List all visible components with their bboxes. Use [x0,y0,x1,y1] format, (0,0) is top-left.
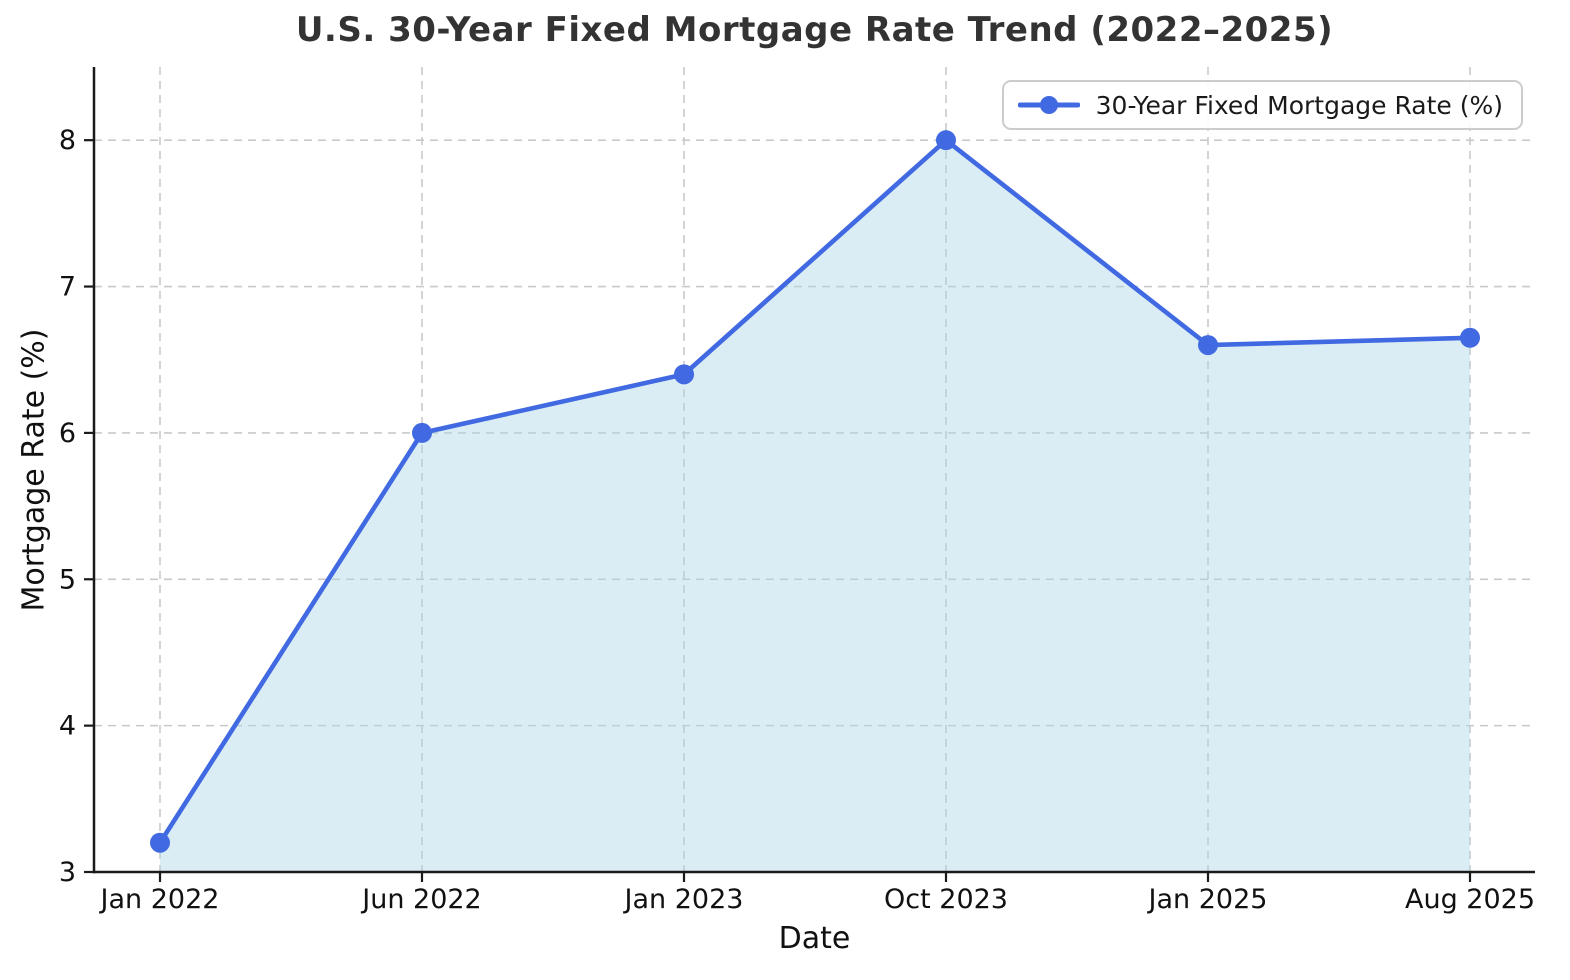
y-tick-label: 8 [59,125,76,156]
legend-label: 30-Year Fixed Mortgage Rate (%) [1095,90,1503,120]
y-tick-label: 4 [59,711,76,742]
data-point-marker [1460,327,1480,348]
y-tick-label: 3 [59,857,76,888]
x-axis-label: Date [778,921,851,956]
x-tick-label: Jan 2022 [99,884,220,915]
data-point-marker [1198,335,1218,356]
area-fill [160,140,1470,872]
x-tick-label: Jan 2025 [1147,884,1268,915]
data-line [157,137,1473,846]
y-tick-label: 5 [59,564,76,595]
data-point-marker [150,832,170,853]
y-axis-label: Mortgage Rate (%) [16,328,52,612]
y-tick-label: 6 [59,418,76,449]
x-tick-label: Aug 2025 [1405,884,1535,915]
x-tick-label: Oct 2023 [884,884,1008,915]
x-tick-label: Jun 2022 [360,884,481,915]
y-tick-label: 7 [59,272,76,303]
legend-line-marker-icon [1017,96,1080,114]
x-tick-label: Jan 2023 [623,884,744,915]
chart-title: U.S. 30-Year Fixed Mortgage Rate Trend (… [295,10,1334,50]
data-point-marker [936,130,956,151]
data-point-marker [674,364,694,385]
legend: 30-Year Fixed Mortgage Rate (%) [1001,80,1523,130]
data-point-marker [412,422,432,443]
